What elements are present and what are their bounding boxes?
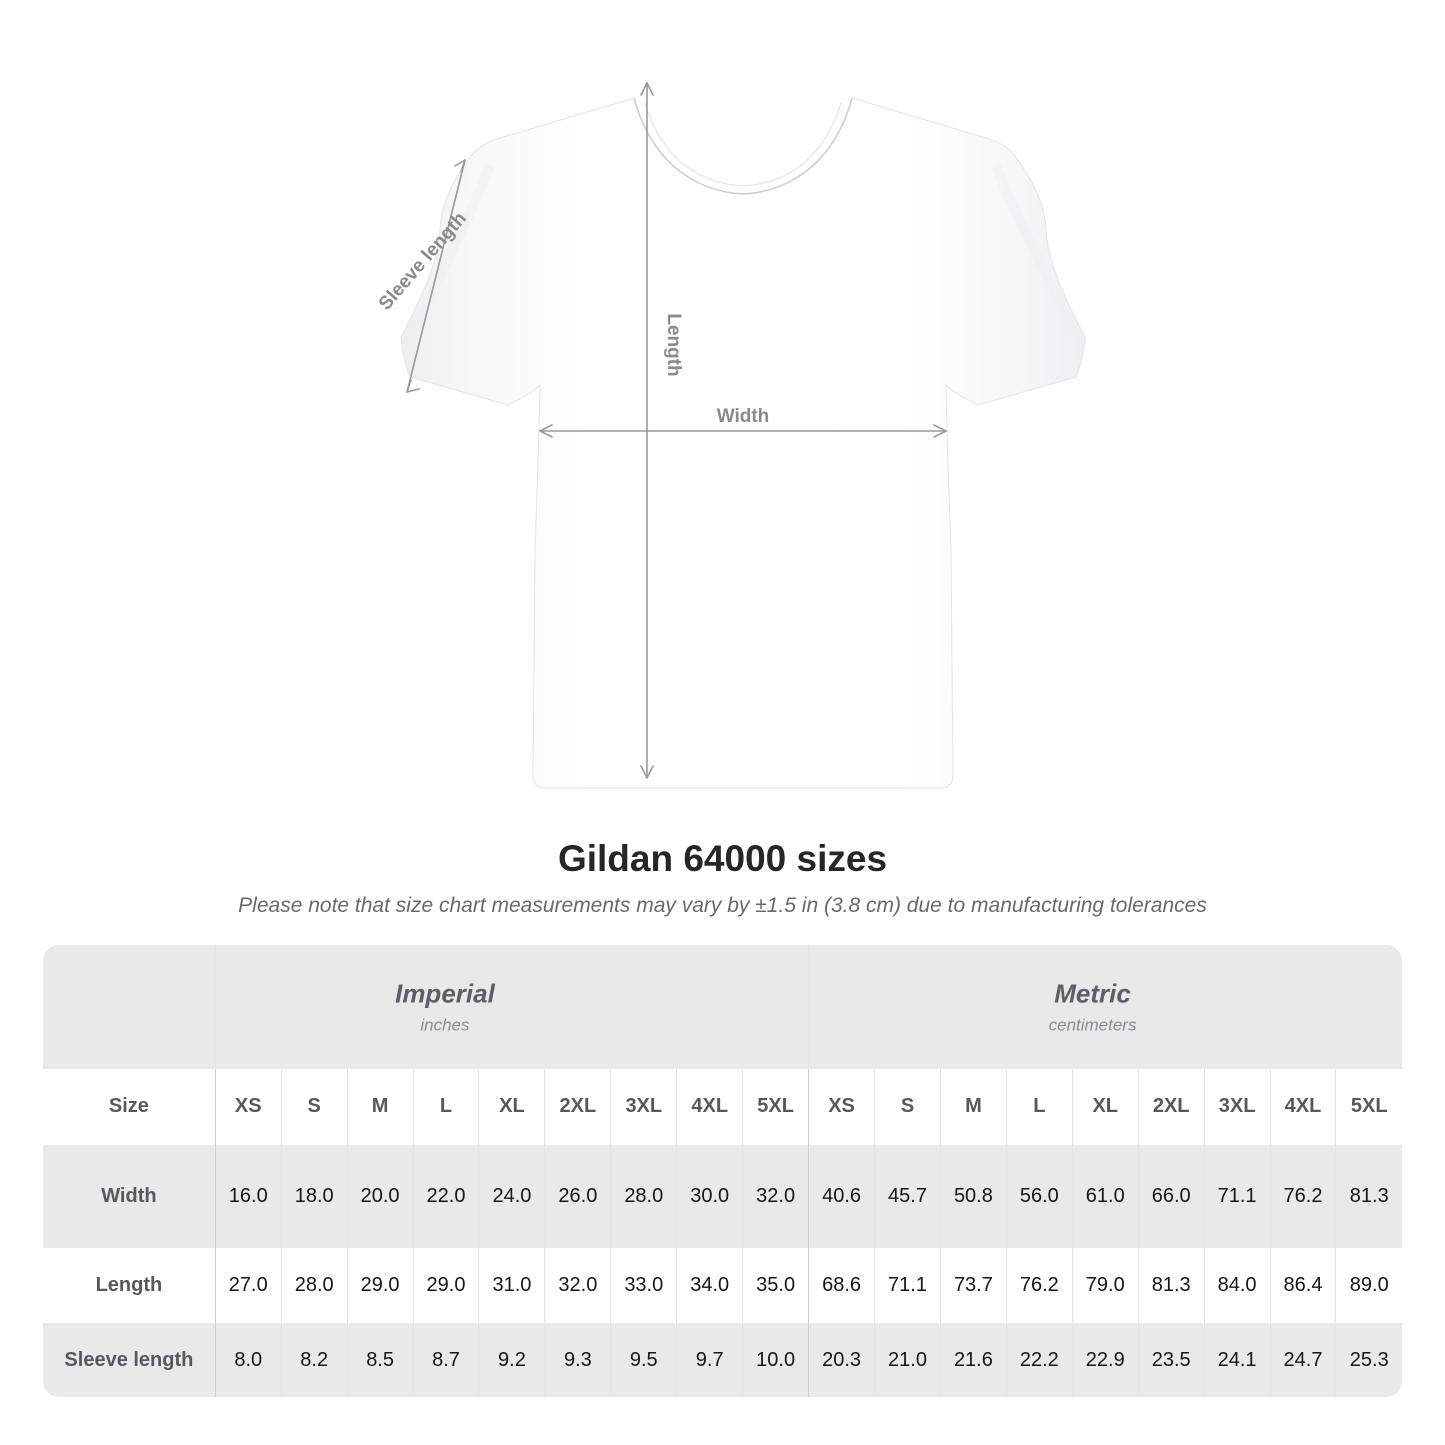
- svg-text:Length: Length: [663, 313, 684, 376]
- svg-text:Width: Width: [717, 406, 770, 427]
